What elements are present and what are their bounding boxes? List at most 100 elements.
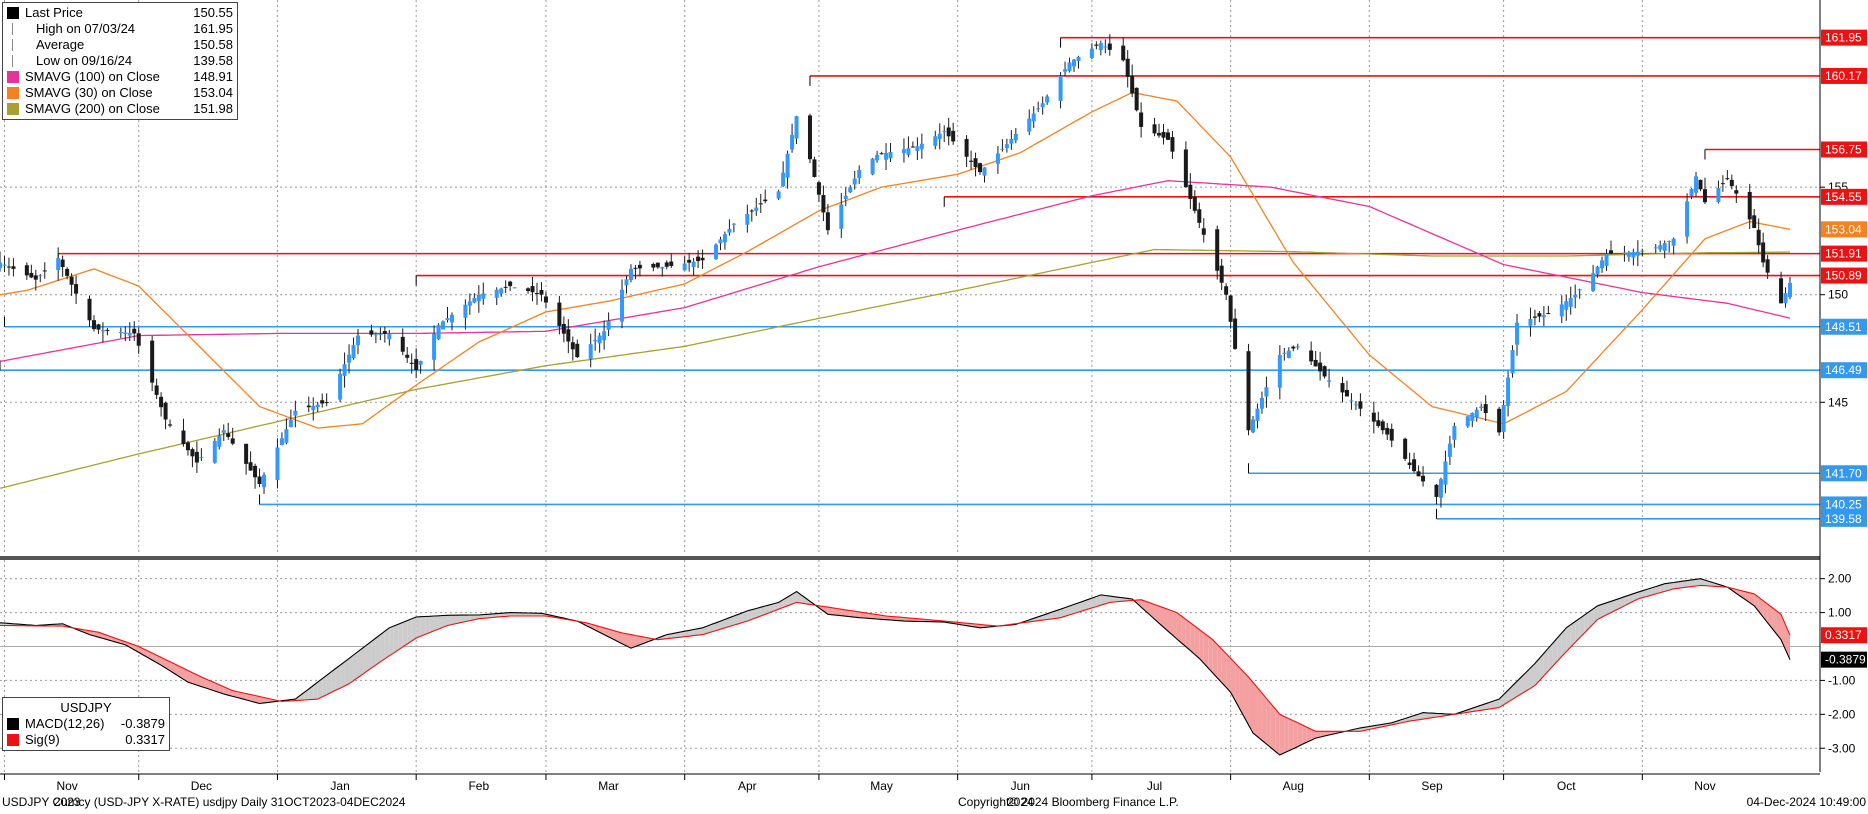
candle-down xyxy=(163,402,168,420)
macd-fill xyxy=(1637,590,1643,600)
macd-fill xyxy=(751,608,757,620)
candle-down xyxy=(226,433,231,437)
candle-down xyxy=(637,264,642,269)
macd-fill xyxy=(724,617,730,628)
candle-up xyxy=(1595,266,1600,275)
candle-down xyxy=(825,212,830,231)
candle-down xyxy=(1344,390,1349,397)
candle-up xyxy=(1259,397,1264,409)
macd-fill xyxy=(1293,720,1298,749)
macd-fill xyxy=(1159,606,1164,628)
macd-fill xyxy=(438,615,444,630)
candle-down xyxy=(1125,58,1130,77)
macd-fill xyxy=(635,635,640,647)
candle-up xyxy=(387,333,392,340)
candle-down xyxy=(409,362,414,364)
macd-fill xyxy=(671,632,676,639)
legend-value: 153.04 xyxy=(193,85,233,100)
legend-swatch xyxy=(7,734,19,746)
value-tag-bg xyxy=(1821,141,1867,158)
macd-fill xyxy=(827,607,833,615)
macd-fill xyxy=(1150,602,1155,620)
macd-fill xyxy=(845,609,851,617)
candle-down xyxy=(132,328,137,334)
candle-down xyxy=(1376,420,1381,426)
candle-down xyxy=(669,261,674,266)
candle-down xyxy=(1752,215,1757,229)
candle-up xyxy=(852,178,857,185)
macd-fill xyxy=(881,615,887,620)
macd-fill xyxy=(702,626,708,635)
macd-fill xyxy=(1517,676,1522,697)
macd-fill xyxy=(841,609,846,617)
macd-fill xyxy=(1490,700,1495,709)
candle-up xyxy=(1689,188,1694,197)
candle-up xyxy=(342,364,347,376)
macd-fill xyxy=(407,618,412,644)
candle-down xyxy=(1183,149,1188,188)
candle-up xyxy=(432,333,437,360)
value-tag-bg xyxy=(1821,29,1867,46)
macd-fill xyxy=(765,604,770,615)
month-label: Jan xyxy=(330,779,349,793)
sma200-line xyxy=(0,248,1791,489)
macd-fill xyxy=(805,598,810,605)
footer-ticker: USDJPY Curncy (USD-JPY X-RATE) usdjpy Da… xyxy=(2,795,406,809)
candle-up xyxy=(1452,425,1457,440)
value-tag-bg xyxy=(1821,510,1867,527)
candle-up xyxy=(436,324,441,340)
macd-fill xyxy=(1302,724,1307,745)
sma30-line xyxy=(0,91,1791,429)
candle-down xyxy=(168,424,173,426)
macd-fill xyxy=(1118,597,1124,602)
price-level-tag: 148.51 xyxy=(1821,318,1867,335)
candle-down xyxy=(65,268,70,276)
candle-up xyxy=(1031,113,1036,122)
macd-fill xyxy=(613,630,618,642)
macd-fill xyxy=(259,696,265,704)
macd-fill xyxy=(1194,626,1200,659)
candle-down xyxy=(687,259,692,263)
macd-fill xyxy=(1306,727,1312,743)
value-tag-text: 146.49 xyxy=(1825,363,1862,377)
macd-fill xyxy=(1432,713,1437,718)
macd-fill xyxy=(1181,615,1186,647)
value-tag-text: 139.58 xyxy=(1825,512,1862,526)
candle-down xyxy=(1380,421,1385,431)
macd-fill xyxy=(487,613,493,618)
legend-swatch xyxy=(7,103,19,115)
macd-fill xyxy=(443,615,448,628)
macd-fill xyxy=(1664,583,1670,592)
candle-up xyxy=(1098,43,1103,51)
candle-up xyxy=(727,228,732,233)
macd-fill xyxy=(1575,618,1580,643)
macd-fill xyxy=(680,631,685,638)
candle-down xyxy=(526,288,531,292)
macd-fill xyxy=(434,615,439,631)
macd-fill xyxy=(447,615,452,626)
candle-up xyxy=(1349,400,1354,402)
candle-up xyxy=(593,339,598,342)
candle-down xyxy=(1215,229,1220,271)
macd-fill xyxy=(134,644,139,653)
legend-row: SMAVG (200) on Close 151.98 xyxy=(7,101,233,117)
macd-fill xyxy=(264,697,269,703)
candle-down xyxy=(978,163,983,173)
candle-down xyxy=(1412,459,1417,472)
candle-down xyxy=(105,329,110,331)
candle-up xyxy=(418,360,423,365)
macd-fill xyxy=(492,613,497,618)
candle-down xyxy=(1532,316,1537,318)
macd-fill xyxy=(1700,578,1705,586)
macd-fill xyxy=(1593,605,1598,624)
month-label: Mar xyxy=(598,779,619,793)
macd-fill xyxy=(886,615,891,621)
candle-down xyxy=(807,115,812,160)
macd-fill xyxy=(362,644,367,675)
macd-fill xyxy=(1047,612,1052,620)
macd-fill xyxy=(1320,731,1325,738)
candle-up xyxy=(441,321,446,330)
value-tag-bg xyxy=(1821,245,1867,262)
candle-down xyxy=(1756,229,1761,246)
macd-fill xyxy=(1525,667,1531,692)
